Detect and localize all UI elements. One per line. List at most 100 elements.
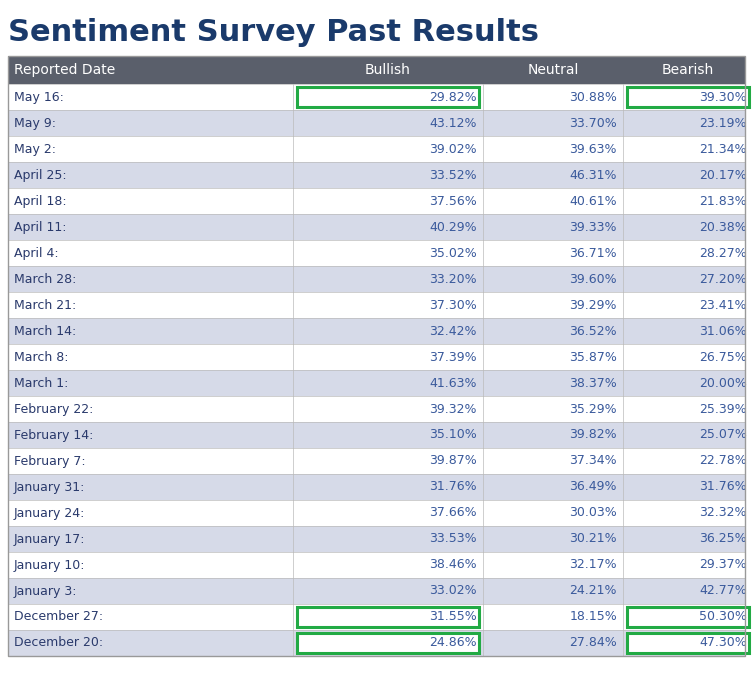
Text: May 16:: May 16: [14,90,64,103]
Bar [297,87,479,107]
Bar [8,474,745,500]
Text: March 21:: March 21: [14,299,76,312]
Text: 43.12%: 43.12% [429,116,477,129]
Bar [8,578,745,604]
Text: January 31:: January 31: [14,480,85,493]
Text: 21.34%: 21.34% [700,142,747,155]
Text: 38.46%: 38.46% [429,558,477,571]
Text: 29.82%: 29.82% [429,90,477,103]
Bar [8,604,745,630]
Text: February 22:: February 22: [14,403,93,416]
Text: 46.31%: 46.31% [569,169,617,182]
Bar [8,318,745,344]
Text: 35.29%: 35.29% [569,403,617,416]
Bar [8,240,745,266]
Text: 37.66%: 37.66% [429,506,477,519]
Text: 20.00%: 20.00% [699,377,747,390]
Text: 50.30%: 50.30% [699,610,747,623]
Text: 20.38%: 20.38% [700,221,747,234]
Text: 31.76%: 31.76% [700,480,747,493]
Text: 22.78%: 22.78% [700,455,747,467]
Text: 32.42%: 32.42% [429,325,477,338]
Bar [8,370,745,396]
Text: 39.29%: 39.29% [569,299,617,312]
Text: April 4:: April 4: [14,247,59,260]
Text: March 14:: March 14: [14,325,76,338]
Text: 24.86%: 24.86% [429,636,477,649]
Text: 36.25%: 36.25% [700,532,747,545]
Bar [8,630,745,656]
Text: 31.55%: 31.55% [429,610,477,623]
Text: 32.17%: 32.17% [569,558,617,571]
Bar [8,292,745,318]
Text: 32.32%: 32.32% [700,506,747,519]
Text: May 2:: May 2: [14,142,56,155]
Text: 41.63%: 41.63% [429,377,477,390]
Bar [8,396,745,422]
Text: 23.41%: 23.41% [700,299,747,312]
Text: 39.33%: 39.33% [569,221,617,234]
Text: 31.06%: 31.06% [700,325,747,338]
Text: December 20:: December 20: [14,636,103,649]
Text: Sentiment Survey Past Results: Sentiment Survey Past Results [8,18,539,47]
Bar [297,633,479,653]
Text: 33.53%: 33.53% [429,532,477,545]
Text: 27.84%: 27.84% [569,636,617,649]
Bar [8,110,745,136]
Text: 33.02%: 33.02% [429,584,477,597]
Text: 18.15%: 18.15% [569,610,617,623]
Text: 35.10%: 35.10% [429,429,477,442]
Text: April 18:: April 18: [14,195,66,208]
Bar [627,607,749,627]
Text: 37.56%: 37.56% [429,195,477,208]
Text: February 14:: February 14: [14,429,93,442]
Bar [8,526,745,552]
Text: January 10:: January 10: [14,558,86,571]
Text: 39.82%: 39.82% [569,429,617,442]
Text: Bullish: Bullish [365,63,411,77]
Text: January 3:: January 3: [14,584,78,597]
Text: 30.03%: 30.03% [569,506,617,519]
Text: 25.39%: 25.39% [700,403,747,416]
Text: 36.71%: 36.71% [569,247,617,260]
Bar [8,136,745,162]
Text: 27.20%: 27.20% [700,273,747,286]
Bar [8,188,745,214]
Text: 29.37%: 29.37% [700,558,747,571]
Text: 35.87%: 35.87% [569,351,617,364]
Text: January 17:: January 17: [14,532,86,545]
Text: 33.52%: 33.52% [429,169,477,182]
Text: 35.02%: 35.02% [429,247,477,260]
Bar [8,84,745,110]
Text: 37.39%: 37.39% [429,351,477,364]
Text: April 11:: April 11: [14,221,66,234]
Text: 28.27%: 28.27% [700,247,747,260]
Text: 42.77%: 42.77% [700,584,747,597]
Text: 36.52%: 36.52% [569,325,617,338]
Text: May 9:: May 9: [14,116,56,129]
Text: 38.37%: 38.37% [569,377,617,390]
Text: 37.30%: 37.30% [429,299,477,312]
Text: 33.20%: 33.20% [429,273,477,286]
Text: 40.29%: 40.29% [429,221,477,234]
Bar [8,162,745,188]
Bar [8,56,745,656]
Text: Reported Date: Reported Date [14,63,115,77]
Text: 21.83%: 21.83% [700,195,747,208]
Text: 39.60%: 39.60% [569,273,617,286]
Text: 36.49%: 36.49% [569,480,617,493]
Text: 39.63%: 39.63% [569,142,617,155]
Text: 39.32%: 39.32% [429,403,477,416]
Text: April 25:: April 25: [14,169,66,182]
Text: 37.34%: 37.34% [569,455,617,467]
Text: January 24:: January 24: [14,506,85,519]
Text: 39.30%: 39.30% [700,90,747,103]
Bar [8,344,745,370]
Text: 40.61%: 40.61% [569,195,617,208]
Text: 25.07%: 25.07% [699,429,747,442]
Text: 23.19%: 23.19% [700,116,747,129]
Text: 30.21%: 30.21% [569,532,617,545]
Bar [8,214,745,240]
Text: Neutral: Neutral [527,63,579,77]
Bar [297,607,479,627]
